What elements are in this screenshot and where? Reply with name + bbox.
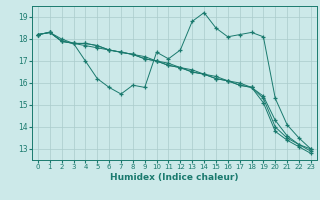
X-axis label: Humidex (Indice chaleur): Humidex (Indice chaleur)	[110, 173, 239, 182]
